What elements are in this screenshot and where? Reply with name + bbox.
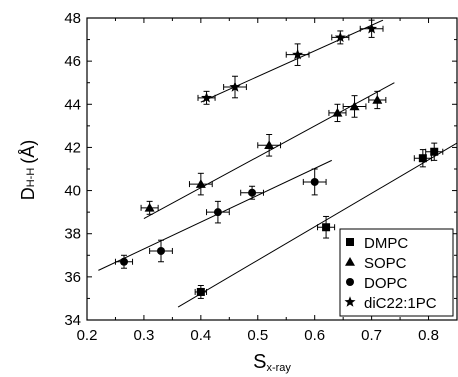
legend-label-dmpc: DMPC [364, 235, 408, 252]
data-point-dopc [157, 246, 165, 255]
ticks-layer: 0.2 0.3 0.4 0.5 0.6 0.7 0.8 34 36 38 40 42 44 46 48 [64, 10, 458, 344]
legend-box [339, 228, 454, 317]
y-axis-label: DH-H (Å) [18, 140, 38, 201]
data-point-sopc [349, 101, 360, 111]
data-point-dopc [310, 177, 319, 186]
x-tick-label: 0.5 [247, 327, 268, 344]
data-point-dic22-1pc [366, 22, 378, 34]
legend-marker-dmpc [346, 238, 354, 246]
x-tick-label: 0.6 [304, 327, 325, 344]
y-axis-label-sub: H-H [25, 168, 37, 188]
legend-label-sopc: SOPC [364, 255, 407, 272]
y-tick-label: 34 [64, 312, 81, 329]
legend-label-dopc: DOPC [364, 275, 408, 292]
fit-line-dic22-1pc [200, 19, 384, 103]
x-tick-label: 0.7 [361, 327, 382, 344]
error-bar-dmpc [425, 142, 444, 161]
error-bar-dic22-1pc [223, 75, 247, 99]
data-point-sopc [195, 179, 206, 188]
y-tick-label: 40 [64, 183, 81, 200]
y-tick-label: 44 [64, 96, 81, 113]
legend-label-dic22-1pc: diC22:1PC [364, 295, 437, 312]
x-tick-label: 0.8 [418, 327, 439, 344]
legend-marker-sopc [345, 257, 355, 266]
data-point-dopc [248, 188, 257, 197]
y-axis-unit: (Å) [18, 140, 38, 164]
y-tick-label: 36 [64, 269, 81, 286]
legend-marker-dic22-1pc [344, 296, 356, 307]
legend-marker-dopc [346, 278, 354, 286]
data-point-sopc [264, 140, 275, 150]
x-axis-label-sub: x-ray [266, 362, 291, 374]
fit-line-dopc [98, 159, 332, 271]
data-point-dopc [120, 257, 128, 266]
y-tick-label: 42 [64, 139, 81, 156]
x-tick-label: 0.3 [133, 327, 154, 344]
y-tick-label: 38 [64, 226, 81, 243]
x-tick-label: 0.4 [190, 327, 211, 344]
data-point-dmpc [418, 154, 427, 163]
error-bar-dopc [149, 239, 173, 263]
data-point-dmpc [430, 147, 439, 156]
data-point-dmpc [322, 223, 331, 232]
data-point-dic22-1pc [334, 31, 346, 43]
y-tick-label: 48 [64, 10, 81, 27]
data-point-dic22-1pc [229, 81, 241, 92]
y-axis-label-main: D [18, 187, 38, 200]
x-axis-label: Sx-ray [253, 351, 291, 374]
data-point-sopc [144, 202, 155, 212]
x-tick-label: 0.2 [77, 327, 98, 344]
legend-items: DMPC SOPC DOPC diC22:1PC [344, 235, 437, 312]
legend: DMPC SOPC DOPC diC22:1PC [339, 228, 454, 317]
data-point-sopc [332, 107, 343, 117]
data-point-dopc [213, 208, 222, 217]
data-point-dic22-1pc [292, 48, 304, 60]
data-point-dic22-1pc [201, 92, 213, 103]
data-point-sopc [372, 94, 383, 104]
data-points [120, 22, 439, 296]
y-tick-label: 46 [64, 53, 81, 70]
data-point-dmpc [196, 287, 205, 296]
x-axis-label-main: S [253, 351, 266, 373]
